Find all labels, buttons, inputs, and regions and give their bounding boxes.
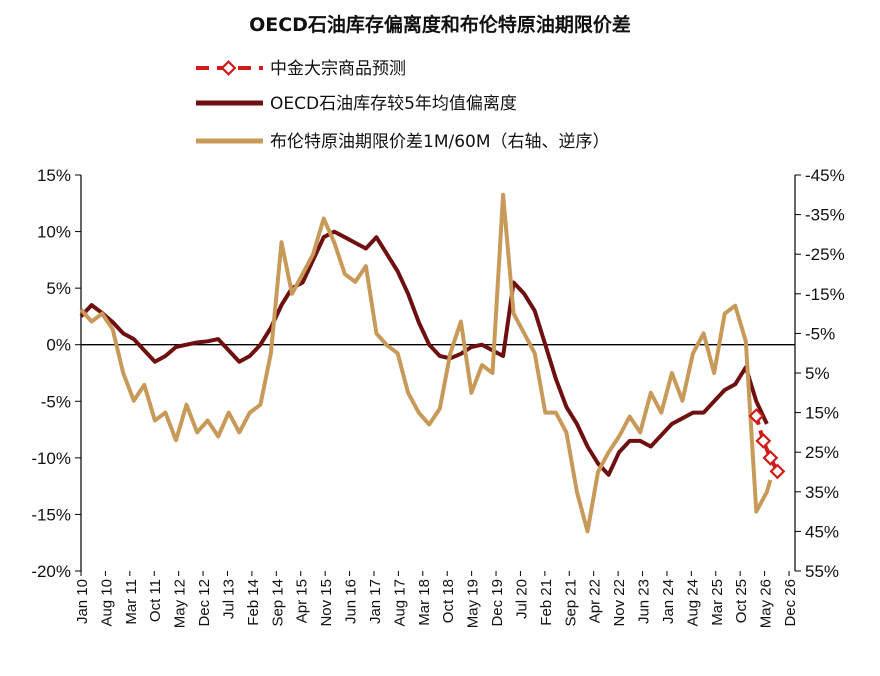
right-tick-label: 15% [805,404,839,423]
right-tick-label: 35% [805,483,839,502]
ticks: 15% 10% 5% 0% -5% -10% -15% -20% -45% -35% -25% -15… [31,166,844,628]
left-tick-label: -10% [31,449,71,468]
forecast-point [769,463,786,480]
x-tick-label: Feb 14 [245,579,262,626]
right-tick-label: -5% [805,324,835,343]
x-tick-label: Sep 14 [269,579,286,627]
x-tick-label: Apr 15 [294,579,311,623]
legend-label-1: OECD石油库存较5年均值偏离度 [270,94,517,114]
right-tick-label: 55% [805,562,839,581]
x-tick-label: Jan 10 [74,579,91,624]
series [79,192,786,534]
right-tick-label: 5% [805,364,830,383]
left-tick-label: -15% [31,505,71,524]
right-tick-label: -25% [805,245,845,264]
right-tick-label: 25% [805,443,839,462]
legend-label-2: 布伦特原油期限价差1M/60M（右轴、逆序） [270,132,610,152]
x-tick-label: Jul 13 [220,579,237,619]
left-tick-label: 15% [37,166,71,185]
x-tick-label: Dec 19 [489,579,506,627]
x-tick-label: Nov 22 [611,579,628,627]
forecast-point [762,449,779,466]
x-tick-label: Apr 22 [587,579,604,623]
x-tick-label: Jul 20 [513,579,530,619]
x-tick-label: Jun 16 [343,579,360,624]
x-tick-label: Aug 10 [98,579,115,627]
x-tick-label: Jan 24 [660,579,677,624]
left-tick-label: 0% [46,336,71,355]
x-tick-label: Oct 11 [147,579,164,622]
x-tick-label: Oct 18 [440,579,457,623]
chart-title: OECD石油库存偏离度和布伦特原油期限价差 [249,14,631,36]
x-tick-label: May 26 [758,579,775,628]
forecast-point [748,408,765,424]
x-tick-label: Jun 23 [636,579,653,624]
x-tick-label: Mar 25 [709,579,726,626]
legend-marker-forecast [220,60,237,76]
x-tick-label: Mar 11 [123,579,140,625]
x-tick-label: Dec 26 [782,579,799,627]
right-tick-label: -45% [805,166,845,185]
x-tick-label: May 12 [172,579,189,628]
axes [75,174,801,576]
series-brent-spread-line [79,192,773,534]
x-tick-label: May 19 [465,579,482,628]
x-tick-label: Aug 24 [684,579,701,627]
right-tick-label: -15% [805,285,845,304]
series-oecd-inventory-line [79,229,769,477]
right-tick-label: -35% [805,206,845,225]
legend-label-0: 中金大宗商品预测 [270,59,406,79]
x-tick-label: Sep 21 [562,579,579,627]
x-tick-label: Mar 18 [416,579,433,626]
right-tick-label: 45% [805,522,839,541]
series-forecast-line [754,415,780,473]
x-tick-label: Aug 17 [391,579,408,627]
x-tick-label: Dec 12 [196,579,213,627]
x-tick-label: Jan 17 [367,579,384,624]
left-tick-label: 5% [46,279,71,298]
left-tick-label: -20% [31,562,71,581]
legend: 中金大宗商品预测 OECD石油库存较5年均值偏离度布伦特原油期限价差1M/60M（… [196,59,610,152]
x-tick-label: Oct 25 [733,579,750,623]
left-tick-label: -5% [41,392,71,411]
x-tick-label: Feb 21 [538,579,555,626]
forecast-point [755,432,772,449]
left-tick-label: 10% [37,223,71,242]
x-tick-label: Nov 15 [318,579,335,627]
